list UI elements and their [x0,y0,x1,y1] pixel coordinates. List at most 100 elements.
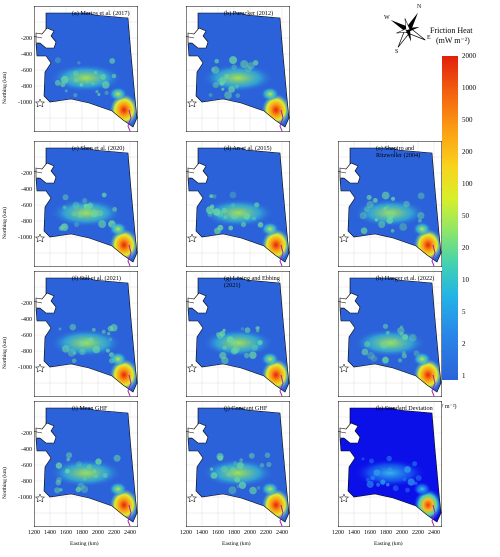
y-tick-label: -400 [21,447,32,453]
map-svg [34,401,138,527]
y-tick-label: -600 [21,333,32,339]
x-tick-label: 2400 [276,530,288,536]
y-tick-label: -400 [21,52,32,58]
y-tick-label: -1000 [18,495,32,501]
y-axis-title: Northing (km) [2,72,8,104]
panel-label: (a) Martos et al. (2017) [72,10,130,17]
compass-e: E [427,35,431,41]
y-tick-label: -800 [21,219,32,225]
y-tick-label: -1000 [18,365,32,371]
map-svg [186,141,290,267]
y-axis-title: Northing (km) [2,467,8,499]
y-tick-label: -800 [21,84,32,90]
y-tick-label: -600 [21,68,32,74]
y-tick-label: -1000 [18,235,32,241]
colorbar-tick-label: 10 [462,276,469,284]
map-panel-i: (i) Mean GHF [34,401,138,527]
map-panel-g: (g) Lösing and Ebbing (2021) [186,271,290,397]
x-tick-label: 1800 [380,530,392,536]
map-panel-j: (j) Constant GHF [186,401,290,527]
panel-label: (f) Stål et al. (2021) [72,275,121,282]
y-axis-title: Northing (km) [2,207,8,239]
panel-label: (g) Lösing and Ebbing (2021) [224,275,280,289]
x-axis-title: Easting (km) [222,541,251,547]
map-panel-b: (b) Purucker (2012) [186,6,290,132]
x-axis-title: Easting (km) [70,541,99,547]
y-axis-title: Northing (km) [2,337,8,369]
map-svg [186,271,290,397]
map-panel-e: (e) Shapiro and Ritzwoller (2004) [338,141,442,267]
x-tick-label: 1600 [60,530,72,536]
map-panel-k: (k) Standard Deviation [338,401,442,527]
map-panel-d: (d) An et al. (2015) [186,141,290,267]
map-panel-c: (c) Shen et al. (2020) [34,141,138,267]
map-svg [338,141,442,267]
colorbar-tick-label: 20 [462,244,469,252]
colorbar-tick-label: 500 [462,116,473,124]
y-tick-label: -200 [21,171,32,177]
y-tick-label: -400 [21,187,32,193]
panel-label: (j) Constant GHF [224,405,268,412]
colorbar-tick-label: 200 [462,148,473,156]
y-tick-label: -1000 [18,100,32,106]
x-tick-label: 2400 [428,530,440,536]
x-tick-label: 1200 [332,530,344,536]
compass-s: S [395,49,399,55]
colorbar-gradient [442,56,458,380]
map-panel-a: (a) Martos et al. (2017) [34,6,138,132]
map-svg [34,141,138,267]
y-tick-label: -200 [21,36,32,42]
colorbar-tick-label: 1 [462,372,466,380]
colorbar-tick-label: 2 [462,340,466,348]
map-svg [186,6,290,132]
x-tick-label: 2200 [412,530,424,536]
compass-w: W [384,15,390,21]
map-panel-h: (h) Haeger et al. (2022) [338,271,442,397]
panel-label: (b) Purucker (2012) [224,10,274,17]
x-tick-label: 1200 [28,530,40,536]
x-tick-label: 2000 [244,530,256,536]
panel-label: (c) Shen et al. (2020) [72,145,125,152]
colorbar-tick-label: 2000 [462,52,476,60]
colorbar-tick-label: 1000 [462,84,476,92]
colorbar-title-line1: Friction Heat [430,26,473,35]
x-tick-label: 2000 [396,530,408,536]
panel-label: (k) Standard Deviation [376,405,433,412]
map-svg [338,401,442,527]
colorbar-title: Friction Heat (mW m⁻²) [430,26,472,46]
map-svg [34,6,138,132]
x-tick-label: 1600 [364,530,376,536]
x-axis-title: Easting (km) [374,541,403,547]
y-tick-label: -200 [21,431,32,437]
x-tick-label: 1400 [44,530,56,536]
y-tick-label: -600 [21,463,32,469]
compass-icon [390,12,426,48]
map-svg [34,271,138,397]
x-tick-label: 1800 [228,530,240,536]
y-tick-label: -400 [21,317,32,323]
x-tick-label: 1600 [212,530,224,536]
panel-label: (d) An et al. (2015) [224,145,272,152]
x-tick-label: 1200 [180,530,192,536]
colorbar-tick-label: 50 [462,212,469,220]
x-tick-label: 1400 [348,530,360,536]
y-tick-label: -800 [21,349,32,355]
y-tick-label: -600 [21,203,32,209]
compass-rose: N E S W [383,4,433,55]
panel-label: (h) Haeger et al. (2022) [376,275,435,282]
map-svg [186,401,290,527]
panel-label: (e) Shapiro and Ritzwoller (2004) [376,145,421,159]
y-tick-label: -200 [21,301,32,307]
x-tick-label: 1400 [196,530,208,536]
colorbar-title-line2: (mW m⁻²) [436,36,470,45]
colorbar-tick-label: 100 [462,180,473,188]
x-tick-label: 2000 [92,530,104,536]
map-svg [338,271,442,397]
x-tick-label: 2400 [124,530,136,536]
x-tick-label: 2200 [108,530,120,536]
y-tick-label: -800 [21,479,32,485]
panel-label: (i) Mean GHF [72,405,108,412]
x-tick-label: 2200 [260,530,272,536]
map-panel-f: (f) Stål et al. (2021) [34,271,138,397]
colorbar-tick-label: 5 [462,308,466,316]
